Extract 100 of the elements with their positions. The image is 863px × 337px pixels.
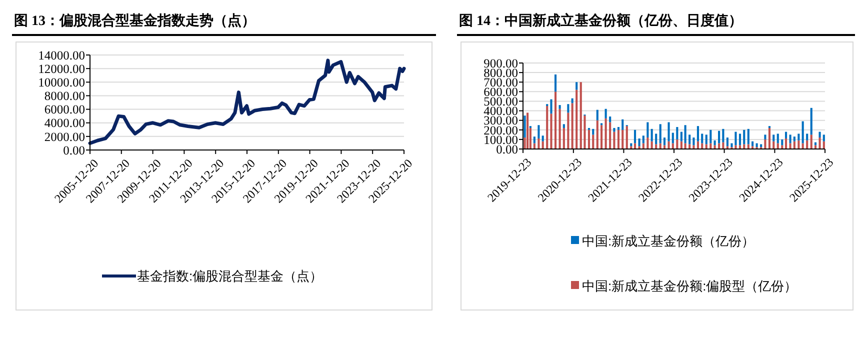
bar — [526, 112, 529, 149]
bar — [776, 134, 779, 144]
bar — [672, 132, 674, 144]
chart-title: 图 13：偏股混合型基金指数走势（点） — [14, 13, 256, 29]
bar — [802, 121, 804, 144]
bar — [538, 138, 540, 149]
bar — [592, 128, 594, 135]
bar — [634, 130, 636, 144]
bar — [818, 132, 821, 138]
bar — [734, 132, 737, 146]
bar — [747, 144, 750, 149]
bar — [588, 130, 590, 149]
bar — [562, 128, 565, 149]
bar — [798, 140, 800, 149]
y-tick-label: 2000.00 — [44, 130, 85, 144]
bar — [592, 134, 594, 149]
bar — [738, 134, 742, 146]
bar — [692, 138, 695, 146]
bar — [558, 105, 561, 109]
bar — [538, 125, 540, 138]
y-tick-label: 8000.00 — [44, 89, 85, 104]
bar — [646, 122, 649, 138]
bar — [705, 144, 708, 149]
bar — [576, 82, 578, 90]
bar — [609, 122, 612, 149]
bar — [567, 112, 570, 149]
bar — [655, 144, 658, 149]
bar — [617, 130, 620, 149]
bar — [751, 141, 754, 146]
bar — [668, 141, 670, 149]
bar — [524, 116, 526, 138]
bar — [810, 134, 812, 149]
y-tick-label: 0.00 — [63, 143, 85, 158]
bar — [613, 128, 616, 132]
y-tick-label: 14000.00 — [38, 48, 85, 62]
bar — [554, 92, 557, 149]
bar — [818, 138, 821, 149]
bar — [626, 126, 628, 149]
bar — [806, 140, 808, 149]
bar — [684, 125, 686, 144]
bar — [784, 132, 788, 138]
bar — [650, 128, 653, 142]
bar — [622, 119, 624, 130]
y-tick-label: 6000.00 — [44, 102, 85, 117]
legend-label: 基金指数:偏股混合型基金（点） — [137, 268, 323, 284]
bar — [688, 134, 691, 144]
bar — [747, 128, 750, 144]
bar — [764, 134, 766, 140]
bar — [571, 103, 574, 149]
bar — [558, 108, 561, 149]
bar — [542, 136, 544, 142]
chart-title: 图 14：中国新成立基金份额（亿份、日度值） — [459, 12, 742, 29]
bar — [554, 74, 557, 92]
bar — [663, 138, 666, 146]
y-tick-label: 10000.00 — [38, 76, 85, 90]
bar — [772, 134, 775, 142]
y-tick-label: 12000.00 — [38, 62, 85, 76]
bar — [710, 130, 712, 144]
bar — [714, 140, 716, 146]
bar — [822, 134, 825, 142]
bar — [789, 134, 792, 144]
bar — [705, 134, 708, 144]
bar — [550, 99, 552, 114]
legend-label: 中国:新成立基金份额:偏股型（亿份） — [582, 278, 798, 294]
bar — [613, 132, 616, 149]
bar — [760, 144, 762, 148]
bar — [789, 143, 792, 149]
bar — [676, 127, 678, 140]
bar — [718, 130, 720, 144]
bar — [668, 122, 670, 142]
bar — [533, 136, 536, 144]
bar — [734, 145, 737, 149]
bar — [743, 130, 746, 144]
bar — [726, 138, 728, 146]
bar — [659, 124, 662, 144]
bar — [609, 116, 612, 122]
bar — [810, 108, 812, 135]
line-series — [88, 58, 406, 145]
bar — [604, 118, 607, 149]
legend-label: 中国:新成立基金份额（亿份） — [582, 234, 755, 249]
bar — [798, 134, 800, 140]
bar — [743, 144, 746, 149]
bar — [806, 134, 808, 140]
bar — [638, 146, 640, 149]
bar — [646, 138, 649, 149]
bar — [714, 145, 716, 149]
bar — [722, 128, 724, 142]
bar — [617, 127, 620, 130]
bar — [784, 138, 788, 149]
bar — [580, 82, 582, 149]
bar — [638, 138, 640, 146]
bar — [546, 106, 548, 149]
bar — [676, 139, 678, 149]
y-tick-label: 4000.00 — [44, 116, 85, 130]
bar — [688, 144, 691, 149]
bar — [567, 104, 570, 113]
bar — [655, 134, 658, 144]
bar — [768, 128, 771, 149]
bar — [604, 108, 607, 118]
bar — [680, 132, 682, 142]
